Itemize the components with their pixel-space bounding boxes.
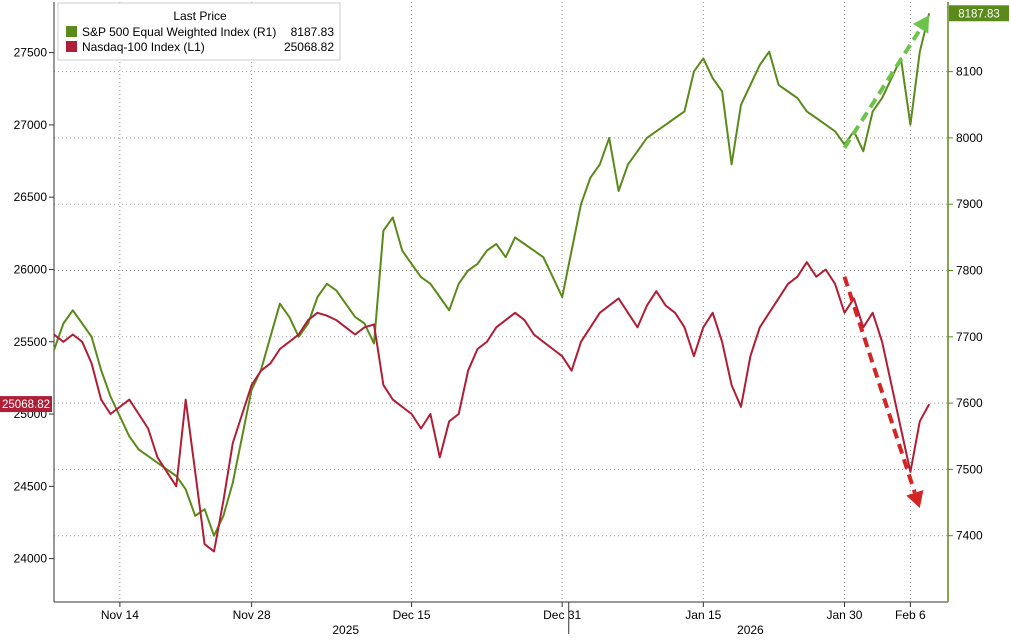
annotation-arrow-shaft-0 <box>842 27 923 149</box>
series-lines <box>53 13 931 553</box>
last-price-label-0: 8187.83 <box>958 8 1000 20</box>
last-price-label-1: 25068.82 <box>2 399 50 411</box>
grid <box>54 2 948 602</box>
x-tick-label: Jan 15 <box>685 608 721 622</box>
right-tick-label: 8000 <box>956 131 983 145</box>
right-tick-label: 7400 <box>956 529 983 543</box>
x-tick-label: Nov 28 <box>233 608 271 622</box>
x-tick-label: Dec 31 <box>543 608 581 622</box>
left-tick-label: 25500 <box>14 335 48 349</box>
left-tick-label: 24000 <box>14 552 48 566</box>
legend-label-ndx: Nasdaq-100 Index (L1) <box>82 40 205 54</box>
legend-title: Last Price <box>173 9 227 23</box>
left-tick-label: 27500 <box>14 46 48 60</box>
legend: Last Price S&P 500 Equal Weighted Index … <box>57 2 341 61</box>
annotation-arrow-head-1 <box>906 490 924 508</box>
annotation-arrow-head-0 <box>913 15 930 34</box>
left-tick-label: 26000 <box>14 262 48 276</box>
right-tick-label: 7700 <box>956 330 983 344</box>
year-label: 2026 <box>737 623 764 637</box>
left-tick-label: 24500 <box>14 479 48 493</box>
legend-value-sp500ew: 8187.83 <box>291 25 335 39</box>
right-tick-label: 7500 <box>956 462 983 476</box>
legend-box <box>57 2 341 61</box>
x-tick-label: Feb 6 <box>895 608 926 622</box>
legend-swatch-ndx <box>66 41 77 52</box>
right-tick-label: 7600 <box>956 396 983 410</box>
legend-value-ndx: 25068.82 <box>284 40 334 54</box>
right-tick-label: 8100 <box>956 65 983 79</box>
last-price-badge-1 <box>0 396 52 413</box>
right-tick-label: 7800 <box>956 264 983 278</box>
left-tick-label: 27000 <box>14 118 48 132</box>
left-tick-label: 26500 <box>14 190 48 204</box>
annotations <box>842 15 930 508</box>
legend-label-sp500ew: S&P 500 Equal Weighted Index (R1) <box>82 25 276 39</box>
axes: 2400024500250002550026000265002700027500… <box>14 2 983 637</box>
x-tick-label: Jan 30 <box>826 608 862 622</box>
annotation-arrow-shaft-1 <box>842 276 917 494</box>
right-tick-label: 7900 <box>956 197 983 211</box>
legend-swatch-sp500ew <box>66 26 77 37</box>
last-price-badge-0 <box>949 5 1009 22</box>
series-line-1 <box>53 261 931 553</box>
x-tick-label: Nov 14 <box>101 608 139 622</box>
year-label: 2025 <box>332 623 359 637</box>
x-tick-label: Dec 15 <box>393 608 431 622</box>
